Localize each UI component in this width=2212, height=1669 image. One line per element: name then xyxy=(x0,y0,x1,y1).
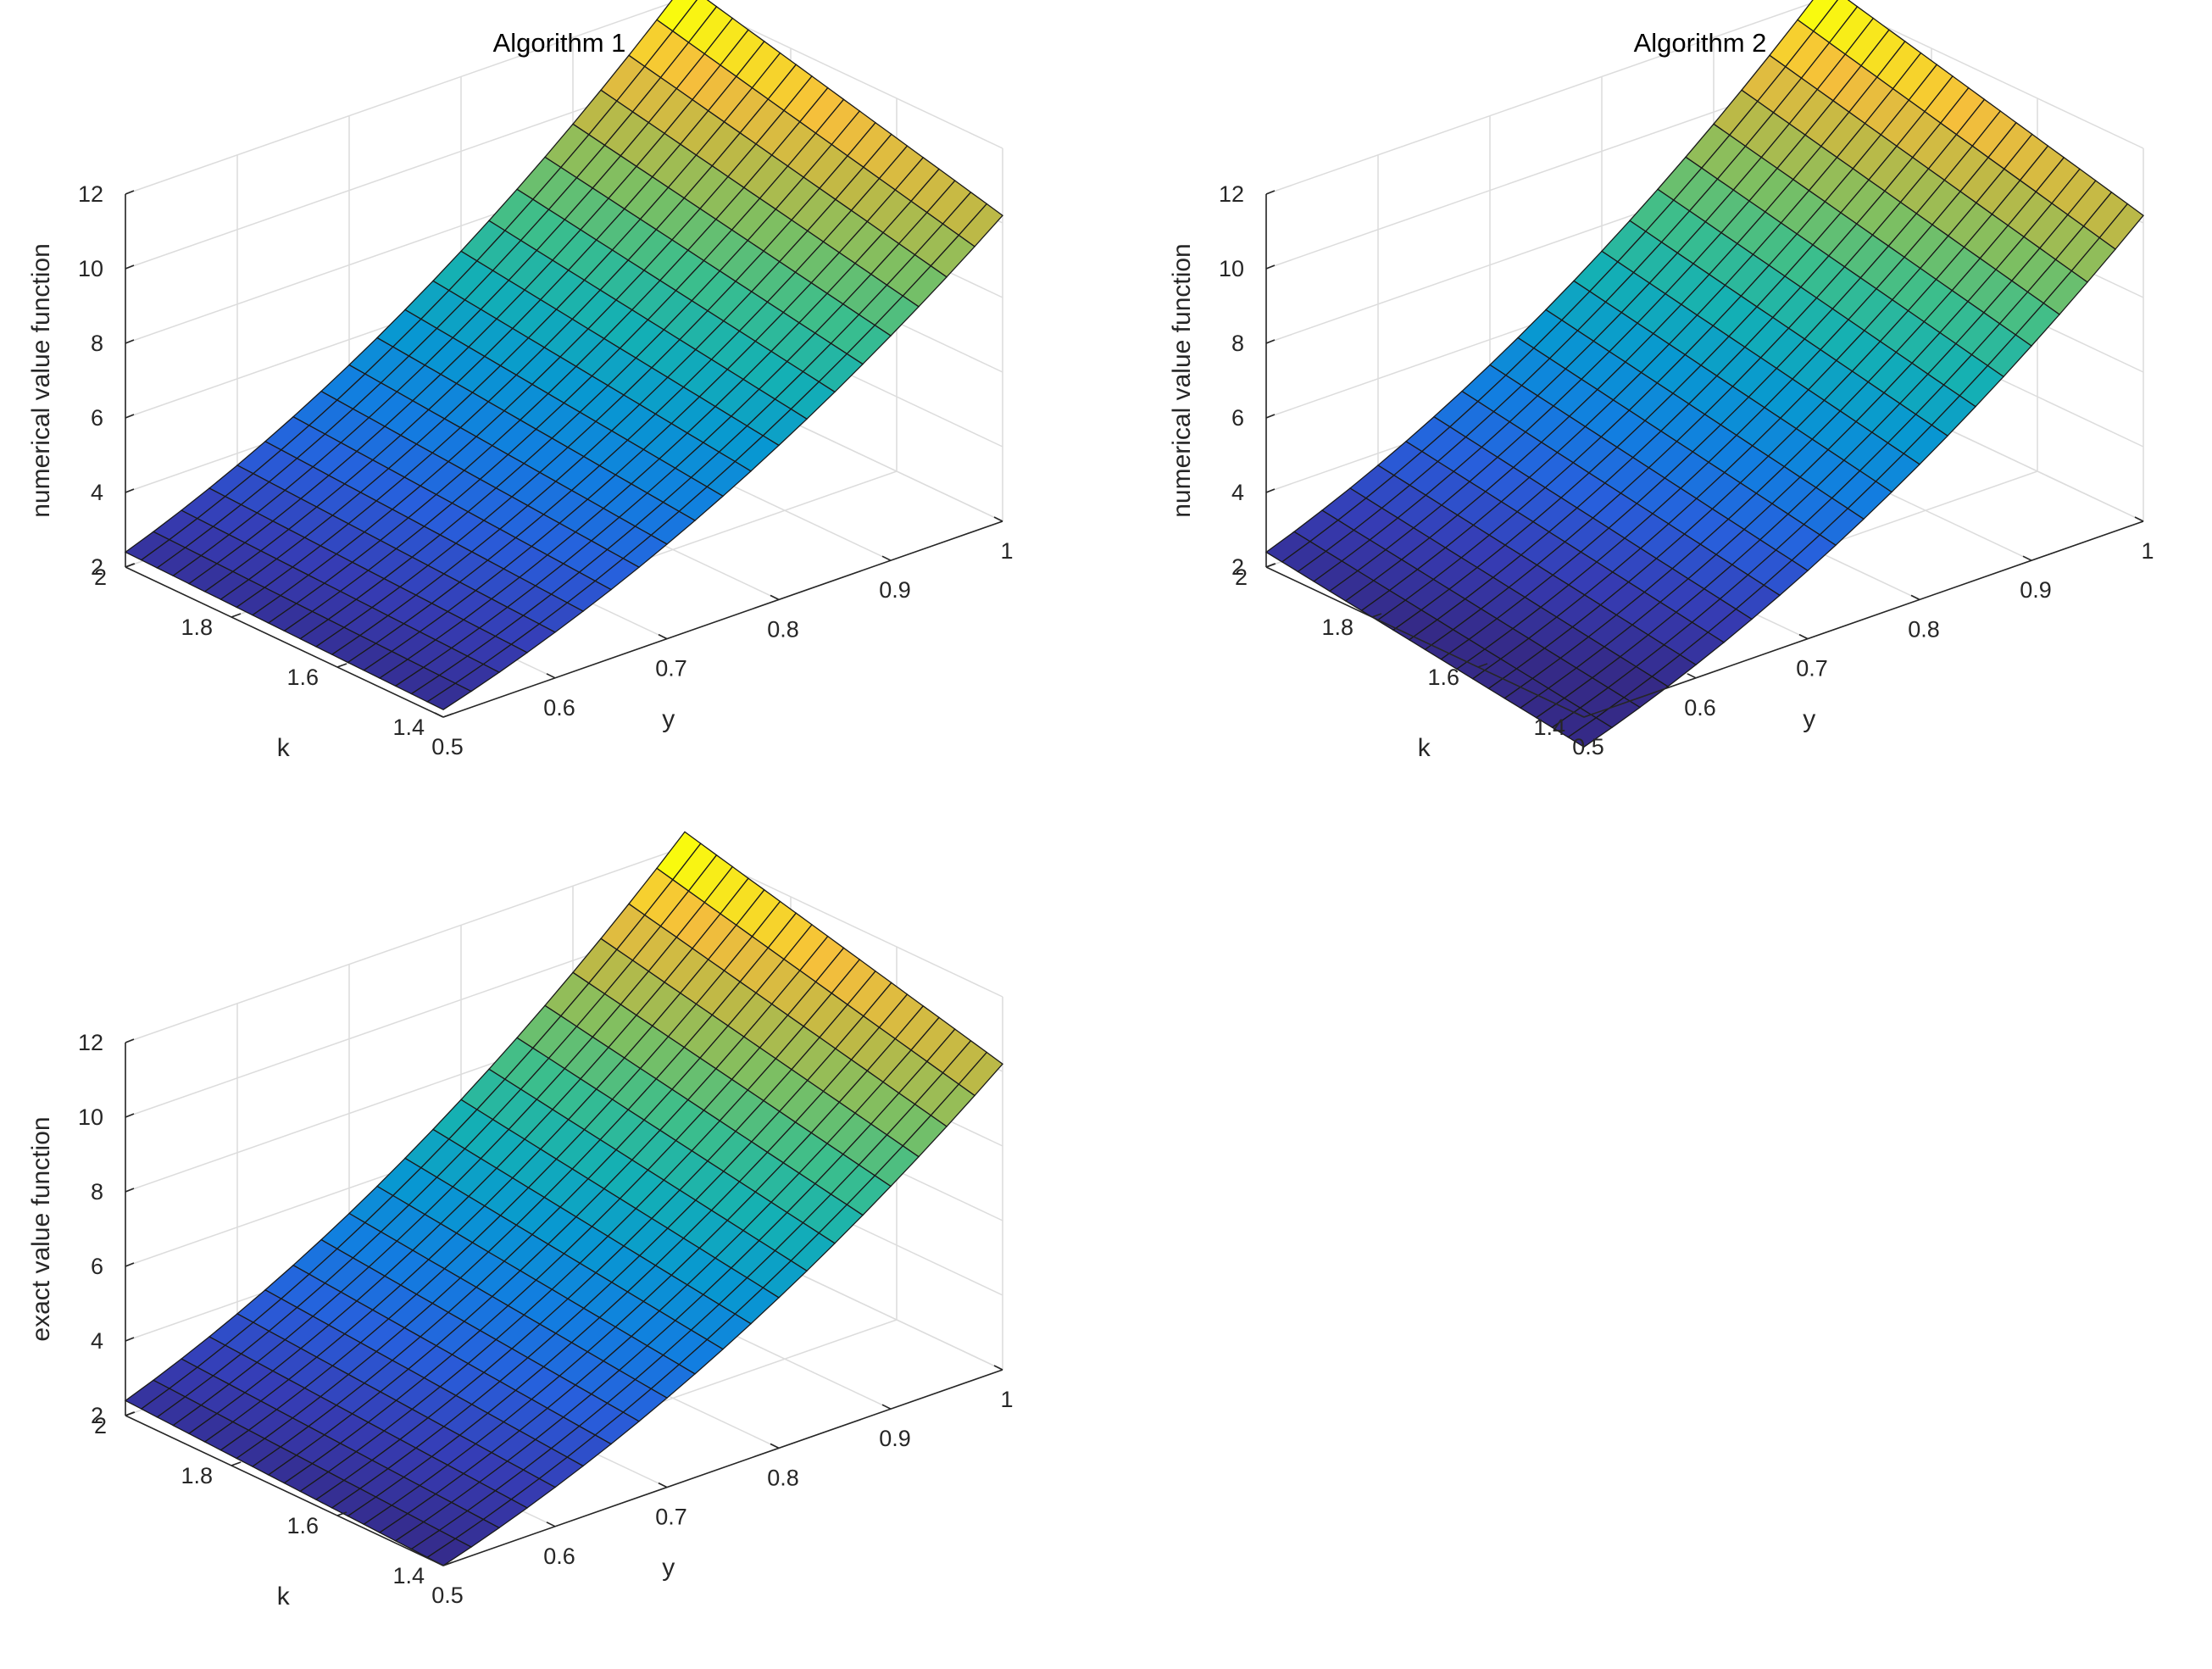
chart-title: Algorithm 2 xyxy=(1634,28,1767,58)
z-axis-label: exact value function xyxy=(27,1116,55,1341)
z-tick-label: 2 xyxy=(91,554,103,580)
y-tick-label: 0.9 xyxy=(879,577,911,603)
z-tick-label: 2 xyxy=(1231,554,1244,580)
y-axis-line xyxy=(442,520,1003,718)
z-tick-label: 6 xyxy=(1231,405,1244,431)
y-tick-label: 0.8 xyxy=(767,616,799,642)
k-tick-label: 2 xyxy=(1235,565,1248,590)
y-tick-label: 0.9 xyxy=(2020,577,2052,603)
y-axis-line xyxy=(442,1369,1003,1566)
z-tick-label: 8 xyxy=(91,1179,103,1204)
chart-title: Algorithm 1 xyxy=(493,28,626,58)
k-axis-line xyxy=(125,566,444,718)
y-axis-label: y xyxy=(662,705,675,733)
y-axis-line xyxy=(1583,520,2144,718)
k-tick-label: 1.8 xyxy=(181,1463,213,1488)
k-tick-label: 1.6 xyxy=(286,1513,319,1538)
z-tick-label: 4 xyxy=(91,1328,103,1354)
surface-patch xyxy=(1567,717,1614,748)
y-tick-label: 0.5 xyxy=(431,734,464,759)
y-tick-label: 1 xyxy=(1000,1387,1013,1412)
z-tick-label: 10 xyxy=(78,256,103,281)
y-tick-label: 0.6 xyxy=(543,695,575,720)
surface-plot-algorithm-2: 2 4 6 8 10 12 1.4 1.6 1.8 2 0.5 0.6 0.7 0.8 0.9 1 k y nume… xyxy=(1168,0,2154,762)
surface-plot-algorithm-1: 2 4 6 8 10 12 1.4 1.6 1.8 2 0.5 0.6 0.7 0.8 0.9 1 k y nume… xyxy=(27,0,1014,762)
y-axis-label: y xyxy=(1803,705,1815,733)
y-tick-label: 0.9 xyxy=(879,1426,911,1451)
z-tick-label: 4 xyxy=(91,480,103,505)
z-tick-label: 10 xyxy=(1219,256,1244,281)
axes: 2 4 6 8 10 12 1.4 1.6 1.8 2 0.5 0.6 0.7 0.8 0.9 1 k y nume… xyxy=(1168,28,2154,762)
z-tick-label: 12 xyxy=(78,1030,103,1055)
surface-mesh xyxy=(124,831,1003,1566)
z-tick-label: 12 xyxy=(78,181,103,207)
surface-plot-exact: 2 4 6 8 10 12 1.4 1.6 1.8 2 0.5 0.6 0.7 0.8 0.9 1 k y exac… xyxy=(27,831,1014,1611)
axes: 2 4 6 8 10 12 1.4 1.6 1.8 2 0.5 0.6 0.7 0.8 0.9 1 k y nume… xyxy=(27,28,1014,762)
z-tick-label: 12 xyxy=(1219,181,1244,207)
y-axis-label: y xyxy=(662,1554,675,1582)
z-tick-label: 2 xyxy=(91,1403,103,1428)
k-tick-label: 1.6 xyxy=(1427,665,1459,690)
axes: 2 4 6 8 10 12 1.4 1.6 1.8 2 0.5 0.6 0.7 0.8 0.9 1 k y exac… xyxy=(27,1030,1014,1611)
z-tick-label: 6 xyxy=(91,1254,103,1279)
k-axis-label: k xyxy=(1418,734,1431,762)
y-tick-label: 1 xyxy=(2141,538,2154,564)
y-tick-label: 0.7 xyxy=(1796,656,1828,682)
k-tick-label: 1.6 xyxy=(286,665,319,690)
y-tick-label: 0.6 xyxy=(1684,695,1716,720)
z-tick-label: 4 xyxy=(1231,480,1244,505)
z-axis-label: numerical value function xyxy=(27,243,55,518)
k-tick-label: 2 xyxy=(94,565,107,590)
y-tick-label: 0.8 xyxy=(767,1465,799,1490)
k-tick-label: 1.4 xyxy=(1533,715,1565,740)
y-tick-label: 0.5 xyxy=(1572,734,1604,759)
y-tick-label: 0.5 xyxy=(431,1583,464,1608)
surface-patch xyxy=(425,682,473,710)
k-axis-line xyxy=(125,1415,444,1566)
y-tick-label: 0.7 xyxy=(655,656,687,682)
k-axis-line xyxy=(1265,566,1585,718)
y-tick-label: 0.8 xyxy=(1908,616,1940,642)
z-tick-label: 8 xyxy=(91,331,103,356)
y-tick-label: 1 xyxy=(1000,538,1013,564)
k-tick-label: 2 xyxy=(94,1413,107,1438)
surface-mesh xyxy=(1264,0,2144,748)
z-tick-label: 8 xyxy=(1231,331,1244,356)
k-axis-label: k xyxy=(277,734,291,762)
k-tick-label: 1.8 xyxy=(181,615,213,640)
surface-mesh xyxy=(124,0,1003,710)
z-tick-label: 6 xyxy=(91,405,103,431)
y-tick-label: 0.7 xyxy=(655,1505,687,1530)
k-tick-label: 1.8 xyxy=(1321,615,1353,640)
k-tick-label: 1.4 xyxy=(392,715,425,740)
k-axis-label: k xyxy=(277,1583,291,1611)
z-tick-label: 10 xyxy=(78,1104,103,1130)
y-tick-label: 0.6 xyxy=(543,1544,575,1569)
z-axis-label: numerical value function xyxy=(1168,243,1196,518)
k-tick-label: 1.4 xyxy=(392,1563,425,1588)
